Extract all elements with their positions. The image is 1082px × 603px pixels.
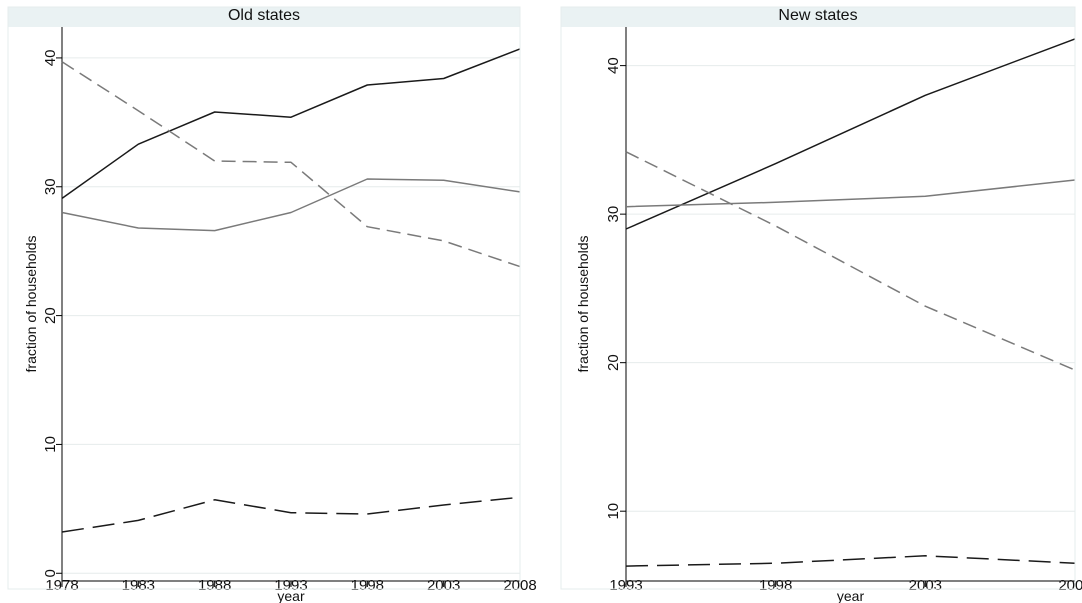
title-strip [8, 7, 520, 27]
panel-frame [7, 6, 521, 590]
series-line-3 [61, 61, 521, 268]
x-tick-label: 2008 [1058, 577, 1082, 594]
x-tick-label: 2003 [909, 577, 942, 594]
panel-title: New states [778, 7, 857, 24]
x-tick-label: 1983 [122, 577, 155, 594]
x-axis-title: year [277, 588, 305, 603]
x-tick-label: 1978 [45, 577, 78, 594]
series-line-1 [625, 38, 1076, 230]
series-line-4 [625, 555, 1076, 567]
x-tick-label: 1993 [274, 577, 307, 594]
panel-2: New states 10 20 30 40 1993 1998 2003 2008 year fr… [560, 6, 1082, 603]
y-axis-title: fraction of households [23, 236, 39, 373]
title-strip [561, 7, 1075, 27]
y-tick-label: 0 [42, 569, 59, 577]
x-tick-label: 1998 [351, 577, 384, 594]
series-line-2 [61, 178, 521, 232]
panel-title: Old states [228, 7, 300, 24]
y-tick-label: 10 [605, 503, 622, 520]
y-tick-label: 40 [605, 57, 622, 74]
plot-area [62, 27, 520, 581]
y-axis-title: fraction of households [575, 236, 591, 373]
y-tick-label: 40 [42, 50, 59, 67]
series-line-2 [625, 179, 1076, 208]
y-tick-label: 20 [605, 354, 622, 371]
y-tick-label: 10 [42, 436, 59, 453]
series-line-4 [61, 496, 521, 533]
x-tick-label: 1988 [198, 577, 231, 594]
plot-area [626, 27, 1075, 581]
x-tick-label: 2003 [427, 577, 460, 594]
y-tick-label: 30 [605, 206, 622, 223]
series-line-1 [61, 48, 521, 200]
y-tick-label: 20 [42, 307, 59, 324]
x-tick-label: 1998 [759, 577, 792, 594]
panel-frame [560, 6, 1076, 590]
panel-1: Old states 0 10 20 30 40 1978 1983 1988 1993 1998 2… [7, 6, 537, 603]
x-axis-title: year [837, 588, 865, 603]
x-tick-label: 1993 [609, 577, 642, 594]
y-tick-label: 30 [42, 178, 59, 195]
